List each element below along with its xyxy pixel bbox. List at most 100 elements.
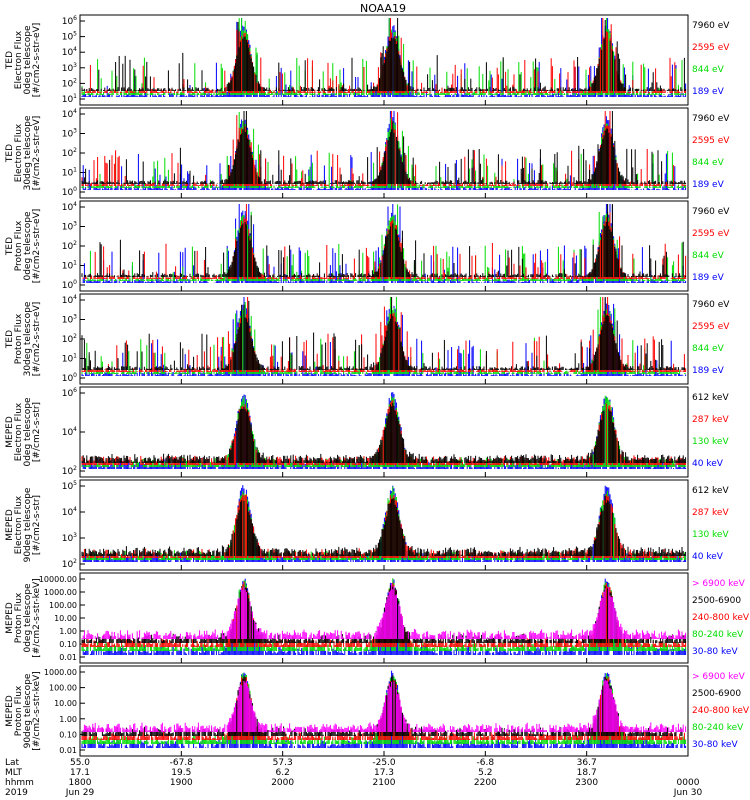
flux-trace bbox=[81, 204, 687, 277]
legend-entry: 844 eV bbox=[692, 65, 725, 75]
hhmm-value: 0000 bbox=[677, 778, 700, 788]
x-axis-row-label: Lat bbox=[5, 758, 20, 768]
mlt-value: 19.5 bbox=[171, 768, 191, 778]
legend-entry: 40 keV bbox=[692, 459, 724, 469]
ytick-label: 105 bbox=[62, 31, 77, 43]
lat-value: -67.8 bbox=[170, 758, 194, 768]
ytick-label: 100 bbox=[62, 279, 77, 291]
y-axis-label: Proton Flux bbox=[14, 313, 24, 364]
legend-entry: 2595 eV bbox=[692, 229, 730, 239]
x-axis-row-label: hhmm bbox=[5, 778, 34, 788]
ytick-label: 104 bbox=[62, 201, 77, 213]
legend-entry: 7960 eV bbox=[692, 114, 730, 124]
flux-trace bbox=[81, 297, 687, 374]
legend-entry: 189 eV bbox=[692, 273, 725, 283]
legend-entry: 130 keV bbox=[692, 437, 729, 447]
y-axis-label: MEPED bbox=[5, 416, 15, 448]
ytick-label: 104 bbox=[62, 108, 77, 120]
legend-entry: 80-240 keV bbox=[692, 630, 744, 640]
ytick-label: 102 bbox=[62, 240, 77, 252]
legend-entry: 2595 eV bbox=[692, 322, 730, 332]
flux-trace bbox=[81, 297, 685, 370]
flux-trace bbox=[81, 297, 687, 372]
legend-entry: 844 eV bbox=[692, 158, 725, 168]
flux-trace bbox=[81, 670, 687, 748]
y-axis-label: Electron Flux bbox=[14, 495, 24, 554]
legend-entry: 2500-6900 bbox=[692, 689, 741, 699]
legend-entry: 130 keV bbox=[692, 530, 729, 540]
y-axis-label: 0deg telescope bbox=[23, 397, 33, 467]
y-axis-label: Proton Flux bbox=[14, 592, 24, 643]
panel-4: 100 101 102 103 104 TED Proton Flux 30deg teles… bbox=[5, 293, 730, 385]
y-axis-label: [#/cm2-s-str-keV] bbox=[32, 671, 42, 750]
ytick-label: 10.00 bbox=[54, 699, 77, 708]
lat-value: 36.7 bbox=[577, 758, 597, 768]
y-axis-label: [#/cm2-s-str-eV] bbox=[32, 302, 42, 377]
ytick-label: 102 bbox=[62, 147, 77, 159]
legend-entry: 844 eV bbox=[692, 344, 725, 354]
mlt-value: 6.2 bbox=[276, 768, 290, 778]
ytick-label: 0.01 bbox=[59, 746, 77, 755]
hhmm-value: 1800 bbox=[69, 778, 92, 788]
legend-entry: 844 eV bbox=[692, 251, 725, 261]
legend-entry: > 6900 keV bbox=[692, 672, 746, 682]
ytick-label: 101 bbox=[62, 167, 77, 179]
x-axis-row-label: MLT bbox=[5, 768, 23, 778]
date-end: Jun 30 bbox=[673, 788, 703, 798]
y-axis-label: 0deg telescope bbox=[23, 25, 33, 95]
legend-entry: 40 keV bbox=[692, 552, 724, 562]
ytick-label: 102 bbox=[62, 465, 77, 477]
ytick-label: 10.00 bbox=[54, 614, 77, 623]
ytick-label: 100.00 bbox=[49, 601, 77, 610]
flux-trace bbox=[81, 204, 687, 283]
flux-trace bbox=[81, 583, 687, 639]
y-axis-label: 90deg telescope bbox=[23, 487, 33, 562]
y-axis-label: TED bbox=[5, 237, 15, 256]
flux-trace bbox=[81, 297, 687, 376]
ytick-label: 104 bbox=[62, 426, 77, 438]
y-axis-label: Electron Flux bbox=[14, 123, 24, 182]
hhmm-value: 2000 bbox=[271, 778, 294, 788]
chart-title: NOAA19 bbox=[360, 2, 406, 15]
ytick-label: 104 bbox=[62, 506, 77, 518]
y-axis-label: [#/cm2-s-str-eV] bbox=[32, 209, 42, 284]
legend-entry: 7960 eV bbox=[692, 21, 730, 31]
ytick-label: 101 bbox=[62, 353, 77, 365]
y-axis-label: [#/cm2-s-str-keV] bbox=[32, 578, 42, 657]
legend-entry: 612 keV bbox=[692, 393, 729, 403]
ytick-label: 104 bbox=[62, 294, 77, 306]
ytick-label: 103 bbox=[62, 62, 77, 74]
flux-trace bbox=[81, 403, 687, 463]
flux-trace bbox=[81, 111, 687, 184]
y-axis-label: TED bbox=[5, 144, 15, 163]
ytick-label: 1000.00 bbox=[44, 668, 77, 677]
y-axis-label: 90deg telescope bbox=[23, 673, 33, 748]
flux-trace bbox=[81, 112, 687, 188]
legend-entry: 7960 eV bbox=[692, 300, 730, 310]
panel-8: 0.01 0.10 1.00 10.00 100.00 1000.00 MEPED Proto… bbox=[5, 665, 750, 757]
legend-entry: 240-800 keV bbox=[692, 613, 750, 623]
mlt-value: 17.1 bbox=[70, 768, 90, 778]
hhmm-value: 1900 bbox=[170, 778, 193, 788]
legend-entry: 189 eV bbox=[692, 366, 725, 376]
y-axis-label: Electron Flux bbox=[14, 30, 24, 89]
y-axis-label: [#/cm2-s-str-eV] bbox=[32, 116, 42, 191]
y-axis-label: 30deg telescope bbox=[23, 301, 33, 376]
y-axis-label: [#/cm2-s-str] bbox=[32, 495, 42, 555]
y-axis-label: Proton Flux bbox=[14, 220, 24, 271]
panel-5: 102 104 106 MEPED Electron Flux 0deg telescop… bbox=[5, 386, 729, 478]
ytick-label: 0.10 bbox=[59, 640, 77, 649]
ytick-label: 103 bbox=[62, 314, 77, 326]
legend-entry: 240-800 keV bbox=[692, 706, 750, 716]
lat-value: -6.8 bbox=[477, 758, 495, 768]
ytick-label: 106 bbox=[62, 387, 77, 399]
legend-entry: 2595 eV bbox=[692, 136, 730, 146]
ytick-label: 100 bbox=[62, 372, 77, 384]
y-axis-label: [#/cm2-s-str-eV] bbox=[32, 23, 42, 98]
ytick-label: 0.10 bbox=[59, 730, 77, 739]
ytick-label: 101 bbox=[62, 93, 77, 105]
legend-entry: 30-80 keV bbox=[692, 740, 738, 750]
ytick-label: 103 bbox=[62, 221, 77, 233]
mlt-value: 5.2 bbox=[478, 768, 492, 778]
